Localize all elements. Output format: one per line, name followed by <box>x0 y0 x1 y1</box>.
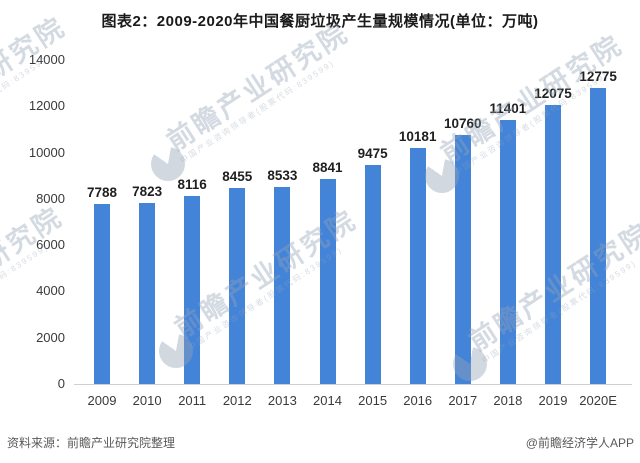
y-tick-label: 12000 <box>28 98 65 114</box>
x-tick-label: 2020E <box>579 393 617 408</box>
watermark-logo-icon <box>151 147 185 181</box>
bar-value-label: 12775 <box>579 69 617 84</box>
x-tick-label: 2009 <box>87 393 117 408</box>
watermark-text: 前瞻产业研究院 中国产业咨询领导者(股票代码:839599) <box>0 195 74 350</box>
watermark-tagline-text: 中国产业咨询领导者(股票代码:839599) <box>178 58 337 166</box>
y-tick-label: 2000 <box>36 329 65 345</box>
y-tick-label: 6000 <box>36 237 65 253</box>
bar-value-label: 7823 <box>132 184 163 199</box>
bar <box>274 187 291 384</box>
x-tick-label: 2015 <box>358 393 388 408</box>
bar-value-label: 8455 <box>222 169 253 184</box>
x-tick-label: 2014 <box>313 393 342 408</box>
x-tick-label: 2017 <box>448 393 478 408</box>
x-axis-line <box>74 384 632 385</box>
bar <box>229 188 246 384</box>
chart-title: 图表2：2009-2020年中国餐厨垃圾产生量规模情况(单位：万吨) <box>101 13 539 30</box>
bar <box>364 165 381 384</box>
y-tick-label: 8000 <box>36 190 65 206</box>
bar-value-label: 9475 <box>357 146 388 161</box>
watermark-brand-text: 前瞻产业研究院 <box>0 201 69 341</box>
bar-value-label: 8116 <box>177 177 207 192</box>
bar <box>409 148 426 384</box>
x-tick-label: 2010 <box>132 393 162 408</box>
bar-value-label: 10760 <box>444 116 482 131</box>
x-tick-label: 2016 <box>403 393 433 408</box>
y-tick-label: 4000 <box>36 283 65 299</box>
bar <box>499 120 516 384</box>
x-tick-label: 2011 <box>178 393 207 408</box>
bar-value-label: 12075 <box>534 86 572 101</box>
bar-value-label: 8841 <box>312 160 343 175</box>
x-tick-label: 2012 <box>222 393 252 408</box>
bar <box>319 179 336 384</box>
bar-value-label: 8533 <box>267 168 298 183</box>
bar-value-label: 7788 <box>86 185 118 200</box>
bar-value-label: 11401 <box>489 101 527 116</box>
bar <box>139 203 156 384</box>
y-tick-label: 10000 <box>28 144 65 160</box>
watermark-brand-text: 前瞻产业研究院 <box>161 17 355 157</box>
y-tick-label: 14000 <box>28 52 65 67</box>
bar <box>590 88 607 384</box>
bar <box>94 204 110 384</box>
x-tick-label: 2013 <box>267 393 297 408</box>
bar <box>545 105 561 384</box>
bar <box>454 135 471 384</box>
bar <box>184 196 201 384</box>
watermark-text: 前瞻产业研究院 中国产业咨询领导者(股票代码:839599) <box>158 11 360 166</box>
x-tick-label: 2019 <box>538 393 568 408</box>
credit-note: @前瞻经济学人APP <box>525 436 634 450</box>
y-tick-label: 0 <box>57 376 65 391</box>
source-note: 资料来源：前瞻产业研究院整理 <box>7 436 176 450</box>
bar-value-label: 10181 <box>398 129 437 144</box>
x-tick-label: 2018 <box>493 393 523 408</box>
